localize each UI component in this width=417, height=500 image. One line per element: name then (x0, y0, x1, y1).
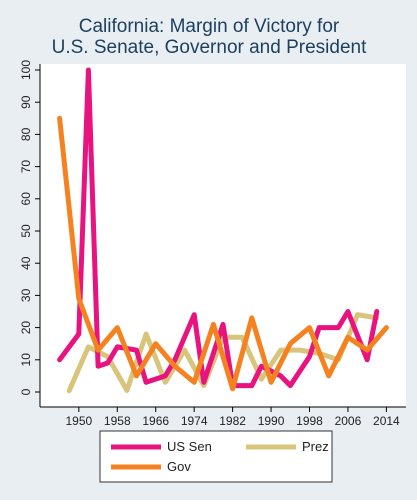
y-tick-label: 40 (19, 256, 33, 270)
legend-label-us-sen: US Sen (167, 439, 212, 454)
y-axis-ticks: 0 10 20 30 40 50 60 70 80 90 100 (19, 60, 40, 395)
x-tick-label: 1958 (104, 414, 131, 428)
x-tick-label: 1982 (219, 414, 246, 428)
y-tick-label: 90 (19, 95, 33, 109)
y-tick-label: 60 (19, 192, 33, 206)
y-tick-label: 10 (19, 353, 33, 367)
series-layer (57, 67, 389, 394)
y-tick-label: 100 (19, 60, 33, 80)
x-axis-ticks: 1950 1958 1966 1974 1982 1990 1998 2006 2014 (65, 407, 400, 428)
series-line-us-sen (57, 67, 380, 389)
chart-title-line-2: U.S. Senate, Governor and President (52, 37, 367, 58)
series-line-gov (57, 115, 389, 392)
x-tick-label: 1990 (258, 414, 285, 428)
y-tick-label: 80 (19, 127, 33, 141)
legend: US Sen Prez Gov (99, 430, 333, 483)
x-tick-label: 1974 (181, 414, 208, 428)
chart-title-line-1: California: Margin of Victory for (79, 16, 340, 37)
y-tick-label: 50 (19, 224, 33, 238)
x-tick-label: 2006 (335, 414, 362, 428)
y-tick-label: 20 (19, 321, 33, 335)
x-tick-label: 1966 (142, 414, 169, 428)
y-tick-label: 0 (19, 388, 33, 395)
y-tick-label: 30 (19, 288, 33, 302)
legend-label-prez: Prez (302, 439, 329, 454)
y-tick-label: 70 (19, 160, 33, 174)
x-tick-label: 1998 (296, 414, 323, 428)
x-tick-label: 2014 (373, 414, 400, 428)
legend-box (99, 430, 333, 483)
x-tick-label: 1950 (65, 414, 92, 428)
legend-label-gov: Gov (167, 459, 191, 474)
